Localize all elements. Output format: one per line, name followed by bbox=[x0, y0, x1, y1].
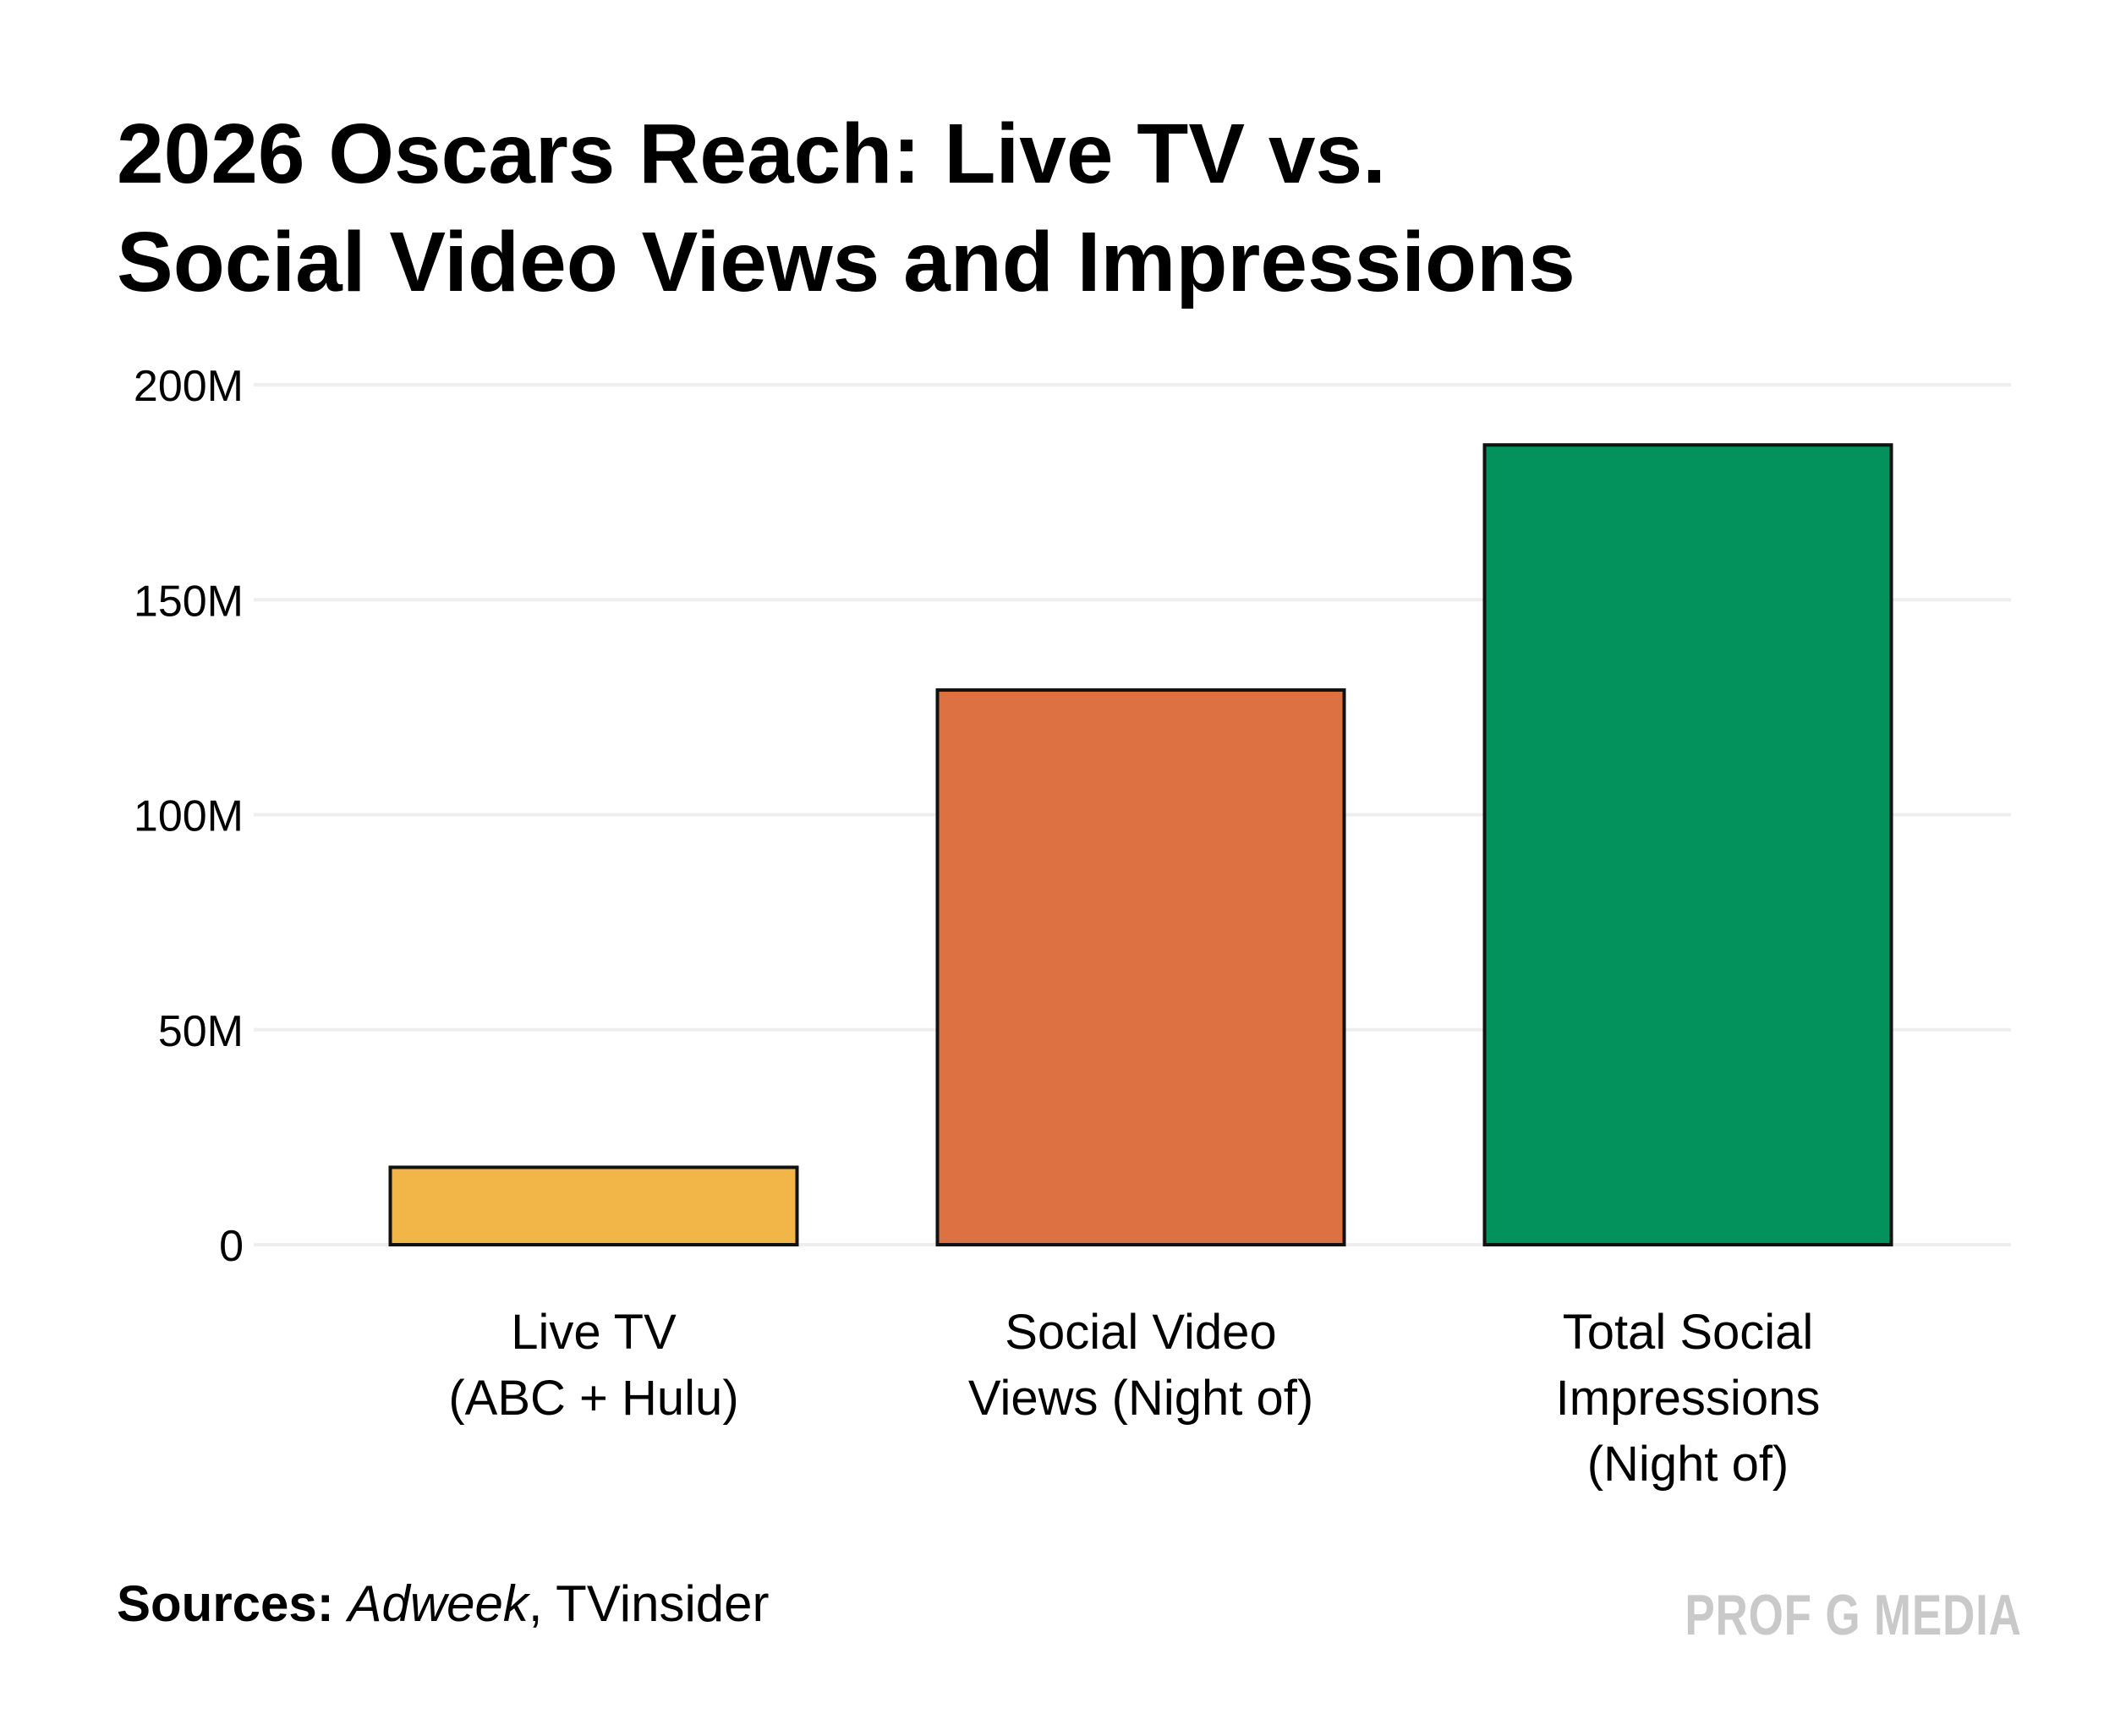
y-tick-label: 100M bbox=[134, 792, 244, 841]
chart-title: 2026 Oscars Reach: Live TV vs. Social Vi… bbox=[117, 100, 1808, 316]
source-tvinsider: , TVinsider bbox=[528, 1575, 770, 1632]
bar bbox=[388, 1165, 799, 1246]
x-category-label: Social Video Views (Night of) bbox=[968, 1305, 1313, 1426]
y-tick-label: 0 bbox=[219, 1222, 244, 1271]
sources-note: Sources: Adweek, TVinsider bbox=[117, 1574, 770, 1634]
x-category-label: Total Social Impressions (Night of) bbox=[1556, 1305, 1821, 1492]
x-category-label: Live TV (ABC + Hulu) bbox=[448, 1305, 738, 1426]
sources-label: Sources: bbox=[117, 1575, 334, 1632]
chart-title-line-1: 2026 Oscars Reach: Live TV vs. bbox=[117, 107, 1386, 201]
x-category-label-line: Total Social bbox=[1563, 1305, 1814, 1360]
y-tick-label: 150M bbox=[134, 577, 244, 626]
bar bbox=[935, 688, 1346, 1246]
x-category-label-line: Live TV bbox=[511, 1305, 677, 1360]
x-category-label-line: (ABC + Hulu) bbox=[448, 1371, 738, 1426]
y-tick-label: 50M bbox=[158, 1007, 244, 1056]
source-adweek: Adweek bbox=[348, 1575, 529, 1632]
chart-title-line-2: Social Video Views and Impressions bbox=[117, 215, 1575, 309]
x-category-label-line: Impressions bbox=[1556, 1371, 1821, 1426]
x-category-label-line: (Night of) bbox=[1587, 1437, 1789, 1492]
y-tick-label: 200M bbox=[134, 362, 244, 411]
brand-logo: PROF G MEDIA bbox=[1685, 1583, 2022, 1647]
x-category-label-line: Social Video bbox=[1005, 1305, 1276, 1360]
bar bbox=[1482, 443, 1893, 1246]
x-category-label-line: Views (Night of) bbox=[968, 1371, 1313, 1426]
